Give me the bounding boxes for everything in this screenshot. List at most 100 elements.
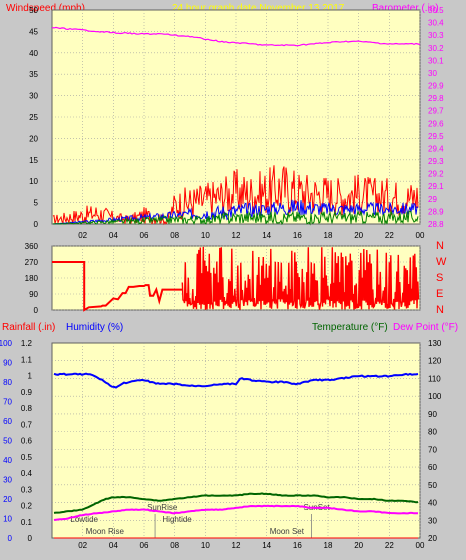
rainfall-axis-title: Rainfall (.in) [2,322,55,333]
rain-y-tick-0.8: 0.8 [21,404,33,413]
direction-label-N: N [436,304,444,316]
event-label-moon-rise: Moon Rise [86,527,125,536]
wind-y-tick-10: 10 [29,177,38,186]
wind-x-tick-10: 10 [201,231,210,240]
humidity-x-tick-08: 08 [170,541,179,550]
wind-y-tick-0: 0 [34,220,39,229]
humidity-y-tick-70: 70 [3,398,12,407]
windspeed-axis-title: Windspeed (mph) [6,3,85,14]
humidity-x-tick-00: 00 [416,541,425,550]
wind-x-tick-16: 16 [293,231,302,240]
wind-y-tick-45: 45 [29,27,38,36]
humidity-x-tick-04: 04 [109,541,118,550]
baro-y-tick-29.3: 29.3 [428,157,444,166]
humidity-y-tick-90: 90 [3,359,12,368]
humidity-y-tick-20: 20 [3,495,12,504]
rain-y-tick-1: 1 [28,372,33,381]
direction-y-tick-180: 180 [25,274,39,283]
wind-y-tick-30: 30 [29,92,38,101]
temperature-axis-title: Temperature (°F) [312,322,388,333]
wind-x-tick-08: 08 [170,231,179,240]
baro-y-tick-29: 29 [428,195,437,204]
baro-y-tick-29.2: 29.2 [428,170,444,179]
wind-y-tick-35: 35 [29,70,38,79]
baro-y-tick-30.3: 30.3 [428,31,444,40]
humidity-y-tick-100: 100 [0,339,13,348]
temp-y-tick-120: 120 [428,357,442,366]
direction-y-tick-90: 90 [29,290,38,299]
wind-x-tick-12: 12 [232,231,241,240]
rain-y-tick-1.2: 1.2 [21,339,33,348]
humidity-x-tick-14: 14 [262,541,271,550]
temp-y-tick-90: 90 [428,410,437,419]
wind-y-tick-15: 15 [29,156,38,165]
wind-x-tick-06: 06 [140,231,149,240]
humidity-y-tick-30: 30 [3,476,12,485]
temperature-line [53,492,419,514]
baro-y-tick-29.7: 29.7 [428,107,444,116]
wind-y-tick-40: 40 [29,49,38,58]
wind-x-tick-02: 02 [78,231,87,240]
wind-x-tick-22: 22 [385,231,394,240]
baro-y-tick-28.9: 28.9 [428,207,444,216]
graph-date-label: 24 hour graph date November 13 2017 [172,3,345,14]
baro-y-tick-30.5: 30.5 [428,6,444,15]
humidity-y-tick-60: 60 [3,417,12,426]
temp-y-tick-30: 30 [428,516,437,525]
wind-y-tick-20: 20 [29,134,38,143]
humidity-y-tick-0: 0 [8,534,13,543]
humidity-y-tick-50: 50 [3,437,12,446]
baro-y-tick-29.6: 29.6 [428,119,444,128]
baro-y-tick-30.4: 30.4 [428,19,444,28]
temp-y-tick-130: 130 [428,339,442,348]
wind-avg-line [53,199,419,225]
dewpoint-line [53,504,419,521]
event-label-lowtide: Lowtide [70,515,98,524]
temp-y-tick-110: 110 [428,374,441,383]
barometer-line [51,26,421,47]
humidity-axis-title: Humidity (%) [66,322,123,333]
wind-x-tick-04: 04 [109,231,118,240]
wind-x-tick-18: 18 [324,231,333,240]
temp-y-tick-50: 50 [428,481,437,490]
event-label-hightide: Hightide [162,515,192,524]
temp-y-tick-80: 80 [428,428,437,437]
wind-y-tick-25: 25 [29,113,38,122]
direction-y-tick-270: 270 [25,258,39,267]
rain-y-tick-0.2: 0.2 [21,502,33,511]
baro-y-tick-29.8: 29.8 [428,94,444,103]
rain-y-tick-0.1: 0.1 [21,518,33,527]
temp-y-tick-60: 60 [428,463,437,472]
humidity-x-tick-10: 10 [201,541,210,550]
dewpoint-axis-title: Dew Point (°F) [393,322,458,333]
direction-dense-line [181,246,420,310]
rain-y-tick-0: 0 [28,534,33,543]
direction-line [52,261,183,312]
humidity-x-tick-02: 02 [78,541,87,550]
humidity-x-tick-20: 20 [354,541,363,550]
direction-label-N: N [436,240,444,252]
wind-y-tick-5: 5 [34,199,39,208]
rain-y-tick-0.7: 0.7 [21,420,33,429]
direction-label-W: W [436,256,447,268]
baro-y-tick-29.1: 29.1 [428,182,444,191]
baro-y-tick-29.9: 29.9 [428,82,444,91]
rain-y-tick-0.5: 0.5 [21,453,33,462]
barometer-axis-title: Barometer (.in) [372,3,439,14]
wind-x-tick-20: 20 [354,231,363,240]
humidity-y-tick-40: 40 [3,456,12,465]
rain-y-tick-0.6: 0.6 [21,437,33,446]
humidity-x-tick-22: 22 [385,541,394,550]
direction-y-tick-0: 0 [34,306,39,315]
direction-y-tick-360: 360 [25,242,39,251]
temp-y-tick-70: 70 [428,445,437,454]
rain-y-tick-0.3: 0.3 [21,485,33,494]
wind-x-tick-00: 00 [416,231,425,240]
temp-y-tick-20: 20 [428,534,437,543]
humidity-x-tick-12: 12 [232,541,241,550]
humidity-y-tick-80: 80 [3,378,12,387]
rain-y-tick-1.1: 1.1 [21,355,33,364]
event-label-moon-set: Moon Set [270,527,305,536]
